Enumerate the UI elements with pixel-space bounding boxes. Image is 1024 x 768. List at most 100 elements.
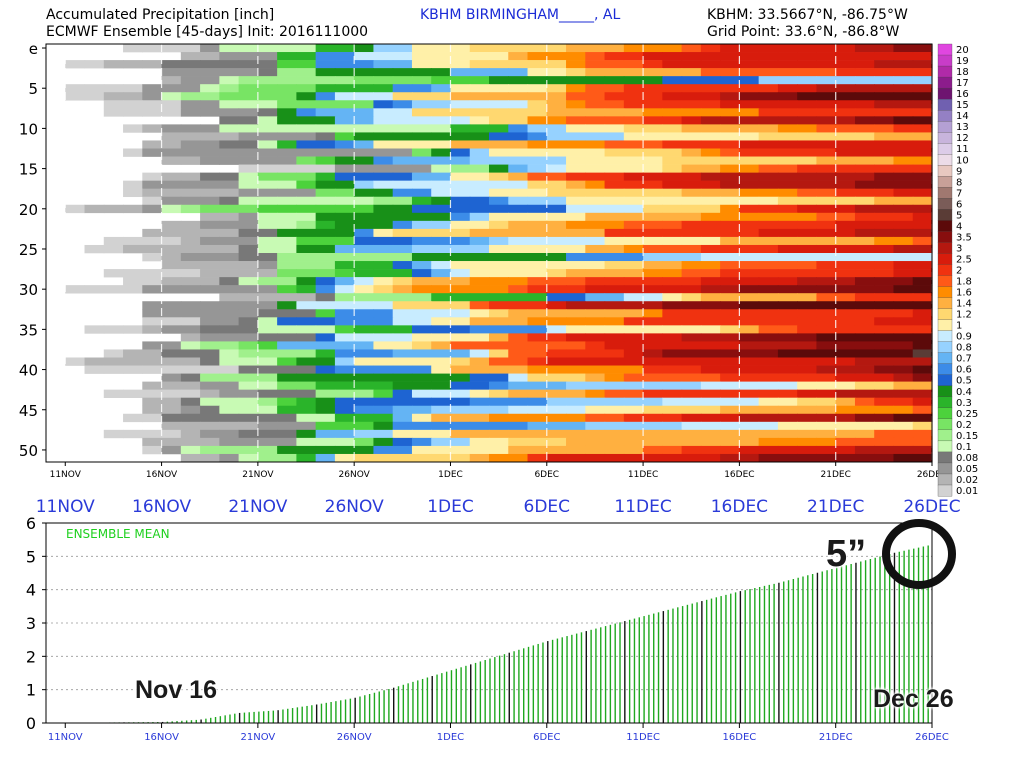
- heatmap-cell: [508, 397, 529, 407]
- heatmap-cell: [161, 196, 182, 206]
- heatmap-cell: [180, 269, 201, 278]
- heatmap-cell: [662, 60, 683, 69]
- heatmap-cell: [238, 76, 259, 85]
- heatmap-cell: [700, 277, 721, 286]
- heatmap-cell: [238, 156, 259, 165]
- heatmap-cell: [277, 349, 297, 358]
- heatmap-cell: [912, 108, 933, 117]
- heatmap-cell: [373, 341, 394, 350]
- heatmap-cell: [662, 309, 683, 318]
- heatmap-cell: [623, 132, 644, 141]
- heatmap-cell: [431, 285, 452, 294]
- colorbar-label: 15: [956, 100, 969, 111]
- heatmap-cell: [797, 317, 818, 326]
- heatmap-cell: [777, 76, 798, 85]
- heatmap-cell: [700, 188, 721, 198]
- heatmap-cell: [431, 429, 452, 439]
- heatmap-cell: [142, 277, 163, 286]
- heatmap-cell: [604, 244, 625, 254]
- heatmap-cell: [777, 84, 798, 93]
- heatmap-cell: [700, 357, 721, 366]
- heatmap-cell: [296, 421, 317, 431]
- heatmap-cell: [854, 277, 875, 286]
- heatmap-cell: [354, 333, 375, 342]
- heatmap-cell: [527, 172, 548, 181]
- heatmap-cell: [566, 437, 586, 447]
- colorbar-label: 0.5: [956, 376, 972, 387]
- heatmap-cell: [662, 285, 683, 294]
- heatmap-cell: [758, 349, 779, 358]
- heatmap-cell: [354, 317, 375, 326]
- heatmap-cell: [874, 68, 895, 77]
- heatmap-cell: [354, 188, 375, 198]
- heatmap-cell: [874, 253, 895, 262]
- heatmap-cell: [854, 108, 875, 117]
- heatmap-cell: [411, 397, 432, 407]
- heatmap-cell: [257, 293, 278, 302]
- heatmap-cell: [662, 244, 683, 254]
- heatmap-cell: [354, 100, 375, 109]
- heatmap-cell: [835, 421, 856, 431]
- heatmap-cell: [585, 437, 606, 447]
- heatmap-cell: [200, 253, 220, 262]
- heatmap-cell: [450, 132, 471, 141]
- heatmap-cell: [797, 381, 818, 390]
- heatmap-cell: [200, 52, 220, 61]
- heatmap-cell: [854, 445, 875, 455]
- heatmap-cell: [585, 285, 606, 294]
- heatmap-cell: [431, 453, 452, 463]
- heatmap-cell: [566, 285, 586, 294]
- heatmap-cell: [354, 244, 375, 254]
- heatmap-cell: [623, 76, 644, 85]
- heatmap-cell: [180, 68, 201, 77]
- heatmap-cell: [334, 60, 355, 69]
- heatmap-cell: [739, 277, 760, 286]
- colorbar-label: 7: [956, 188, 962, 199]
- heatmap-cell: [161, 405, 182, 415]
- heatmap-cell: [431, 108, 452, 117]
- heatmap-cell: [546, 84, 567, 93]
- heatmap-cell: [411, 124, 432, 133]
- heatmap-cell: [334, 285, 355, 294]
- heatmap-cell: [662, 389, 683, 398]
- heatmap-cell: [200, 421, 220, 431]
- heatmap-cell: [797, 84, 818, 93]
- colorbar-label: 1.2: [956, 310, 972, 321]
- heatmap-cell: [893, 413, 914, 423]
- heatmap-cell: [585, 92, 606, 101]
- heatmap-cell: [739, 68, 760, 77]
- heatmap-cell: [411, 269, 432, 278]
- heatmap-cell: [257, 413, 278, 423]
- heatmap-cell: [893, 445, 914, 455]
- heatmap-cell: [411, 84, 432, 93]
- heatmap-cell: [277, 293, 297, 302]
- heatmap-cell: [835, 220, 856, 230]
- heatmap-cell: [546, 349, 567, 358]
- heatmap-cell: [797, 349, 818, 358]
- heatmap-cell: [84, 357, 105, 366]
- heatmap-cell: [585, 333, 606, 342]
- station-coords: KBHM: 33.5667°N, -86.75°W: [707, 7, 908, 23]
- colorbar-label: 3.5: [956, 232, 972, 243]
- heatmap-cell: [874, 261, 895, 270]
- heatmap-cell: [373, 196, 394, 206]
- heatmap-cell: [546, 52, 567, 61]
- heatmap-cell: [527, 333, 548, 342]
- heatmap-cell: [431, 188, 452, 198]
- heatmap-cell: [739, 349, 760, 358]
- colorbar-swatch: [937, 209, 953, 221]
- heatmap-cell: [758, 365, 779, 374]
- heatmap-cell: [354, 68, 375, 77]
- heatmap-cell: [566, 164, 586, 173]
- heatmap-cell: [354, 172, 375, 181]
- heatmap-cell: [604, 132, 625, 141]
- heatmap-cell: [546, 140, 567, 149]
- heatmap-cell: [566, 172, 586, 181]
- heatmap-cell: [700, 116, 721, 125]
- heatmap-cell: [296, 188, 317, 198]
- heatmap-cell: [874, 228, 895, 238]
- heatmap-cell: [354, 124, 375, 133]
- heatmap-cell: [84, 92, 105, 101]
- colorbar-swatch: [937, 352, 953, 365]
- heatmap-cell: [296, 76, 317, 85]
